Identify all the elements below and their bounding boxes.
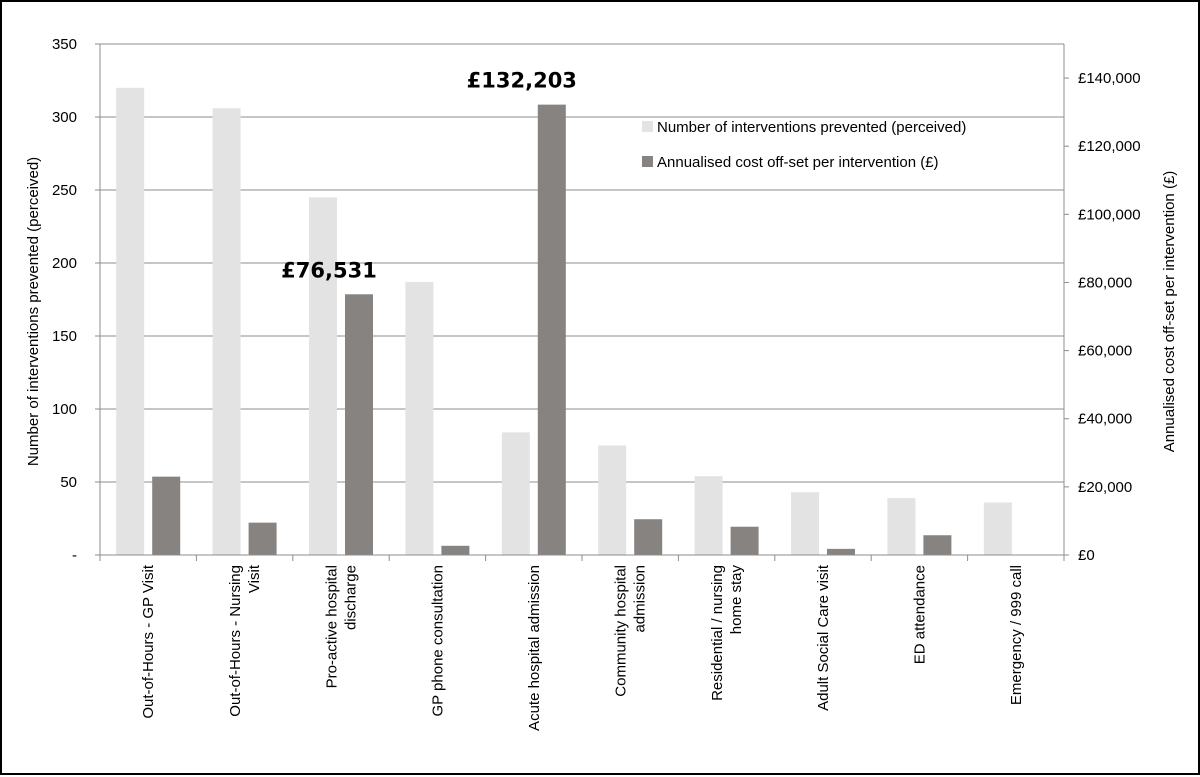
right-y-tick-label: £100,000 [1078, 206, 1141, 223]
left-y-tick-label: 50 [60, 474, 77, 491]
category-label-line: Emergency / 999 call [1008, 565, 1025, 705]
bar-cost-offset [152, 476, 181, 555]
category-label-line: discharge [343, 565, 360, 630]
left-y-tick-label: 200 [52, 255, 77, 272]
bar-cost-offset [923, 535, 952, 555]
left-y-axis-title: Number of interventions prevented (perce… [25, 157, 42, 466]
category-label-line: Residential / nursing [709, 565, 726, 701]
annotation-pro-active-discharge-cost: £76,531 [281, 258, 377, 282]
category-label-line: ED attendance [911, 565, 928, 664]
gridlines [100, 43, 1064, 483]
bar-interventions [694, 476, 723, 555]
right-y-axis-title: Annualised cost off-set per intervention… [1161, 171, 1178, 453]
legend-label-cost-offset: Annualised cost off-set per intervention… [657, 154, 939, 171]
category-label: Emergency / 999 call [1008, 565, 1025, 705]
category-labels: Out-of-Hours - GP Visit Out-of-Hours - Nu… [140, 564, 1025, 731]
right-y-tick-label: £0 [1078, 547, 1095, 564]
category-label: Out-of-Hours - Nursing Visit [227, 564, 263, 717]
right-y-tick-label: £40,000 [1078, 411, 1132, 428]
category-label-line: Adult Social Care visit [815, 564, 832, 711]
bar-interventions [212, 108, 241, 556]
left-y-tick-label: 300 [52, 109, 77, 126]
bar-cost-offset [827, 548, 855, 555]
category-label-line: home stay [728, 565, 745, 635]
left-y-tick-label: 150 [52, 328, 77, 345]
bar-interventions [791, 492, 819, 555]
category-label-line: GP phone consultation [429, 565, 446, 717]
right-y-tick-label: £140,000 [1078, 70, 1141, 87]
category-label: Out-of-Hours - GP Visit [140, 564, 157, 718]
category-label-line: Community hospital [613, 565, 630, 697]
left-y-tick-label: - [72, 547, 77, 564]
bar-interventions [309, 197, 337, 556]
category-label: Residential / nursing home stay [709, 565, 745, 701]
bar-interventions [405, 281, 434, 555]
category-label: Acute hospital admission [526, 565, 543, 731]
right-y-tick-label: £60,000 [1078, 343, 1132, 360]
bar-interventions [598, 445, 627, 555]
bar-interventions [116, 87, 145, 556]
bar-cost-offset [537, 104, 566, 555]
right-y-tick-label: £20,000 [1078, 479, 1132, 496]
legend-swatch-cost-offset [642, 156, 653, 167]
category-label: GP phone consultation [429, 565, 446, 717]
category-label-line: Out-of-Hours - GP Visit [140, 564, 157, 718]
bars [116, 87, 1012, 556]
bar-interventions [887, 498, 916, 555]
bar-cost-offset [345, 294, 373, 555]
bar-interventions [983, 502, 1012, 555]
left-y-tick-label: 250 [52, 182, 77, 199]
category-label-line: Pro-active hospital [324, 565, 341, 688]
right-y-tick-label: £120,000 [1078, 138, 1141, 155]
category-label-line: Out-of-Hours - Nursing [227, 565, 244, 717]
annotation-acute-admission-cost: £132,203 [467, 69, 577, 93]
bar-interventions [501, 432, 530, 555]
left-y-tick-label: 100 [52, 401, 77, 418]
bar-cost-offset [634, 519, 663, 555]
legend-label-interventions: Number of interventions prevented (perce… [657, 119, 966, 136]
bar-cost-offset [730, 526, 759, 555]
axes [95, 43, 1069, 561]
bar-cost-offset [248, 522, 277, 555]
category-label: Adult Social Care visit [815, 564, 832, 711]
left-y-tick-labels: - 50 100 150 200 250 300 350 [52, 36, 77, 564]
category-label: Pro-active hospital discharge [324, 565, 360, 688]
category-label-line: admission [632, 565, 649, 633]
legend-swatch-interventions [642, 121, 653, 132]
legend: Number of interventions prevented (perce… [642, 119, 966, 171]
right-y-tick-label: £80,000 [1078, 274, 1132, 291]
left-y-tick-label: 350 [52, 36, 77, 53]
category-label-line: Acute hospital admission [526, 565, 543, 731]
category-label: ED attendance [911, 565, 928, 664]
right-y-tick-labels: £0 £20,000 £40,000 £60,000 £80,000 £100,000 £1… [1078, 70, 1141, 564]
bar-cost-offset [441, 545, 470, 555]
category-label: Community hospital admission [613, 565, 649, 697]
category-label-line: Visit [246, 564, 263, 593]
